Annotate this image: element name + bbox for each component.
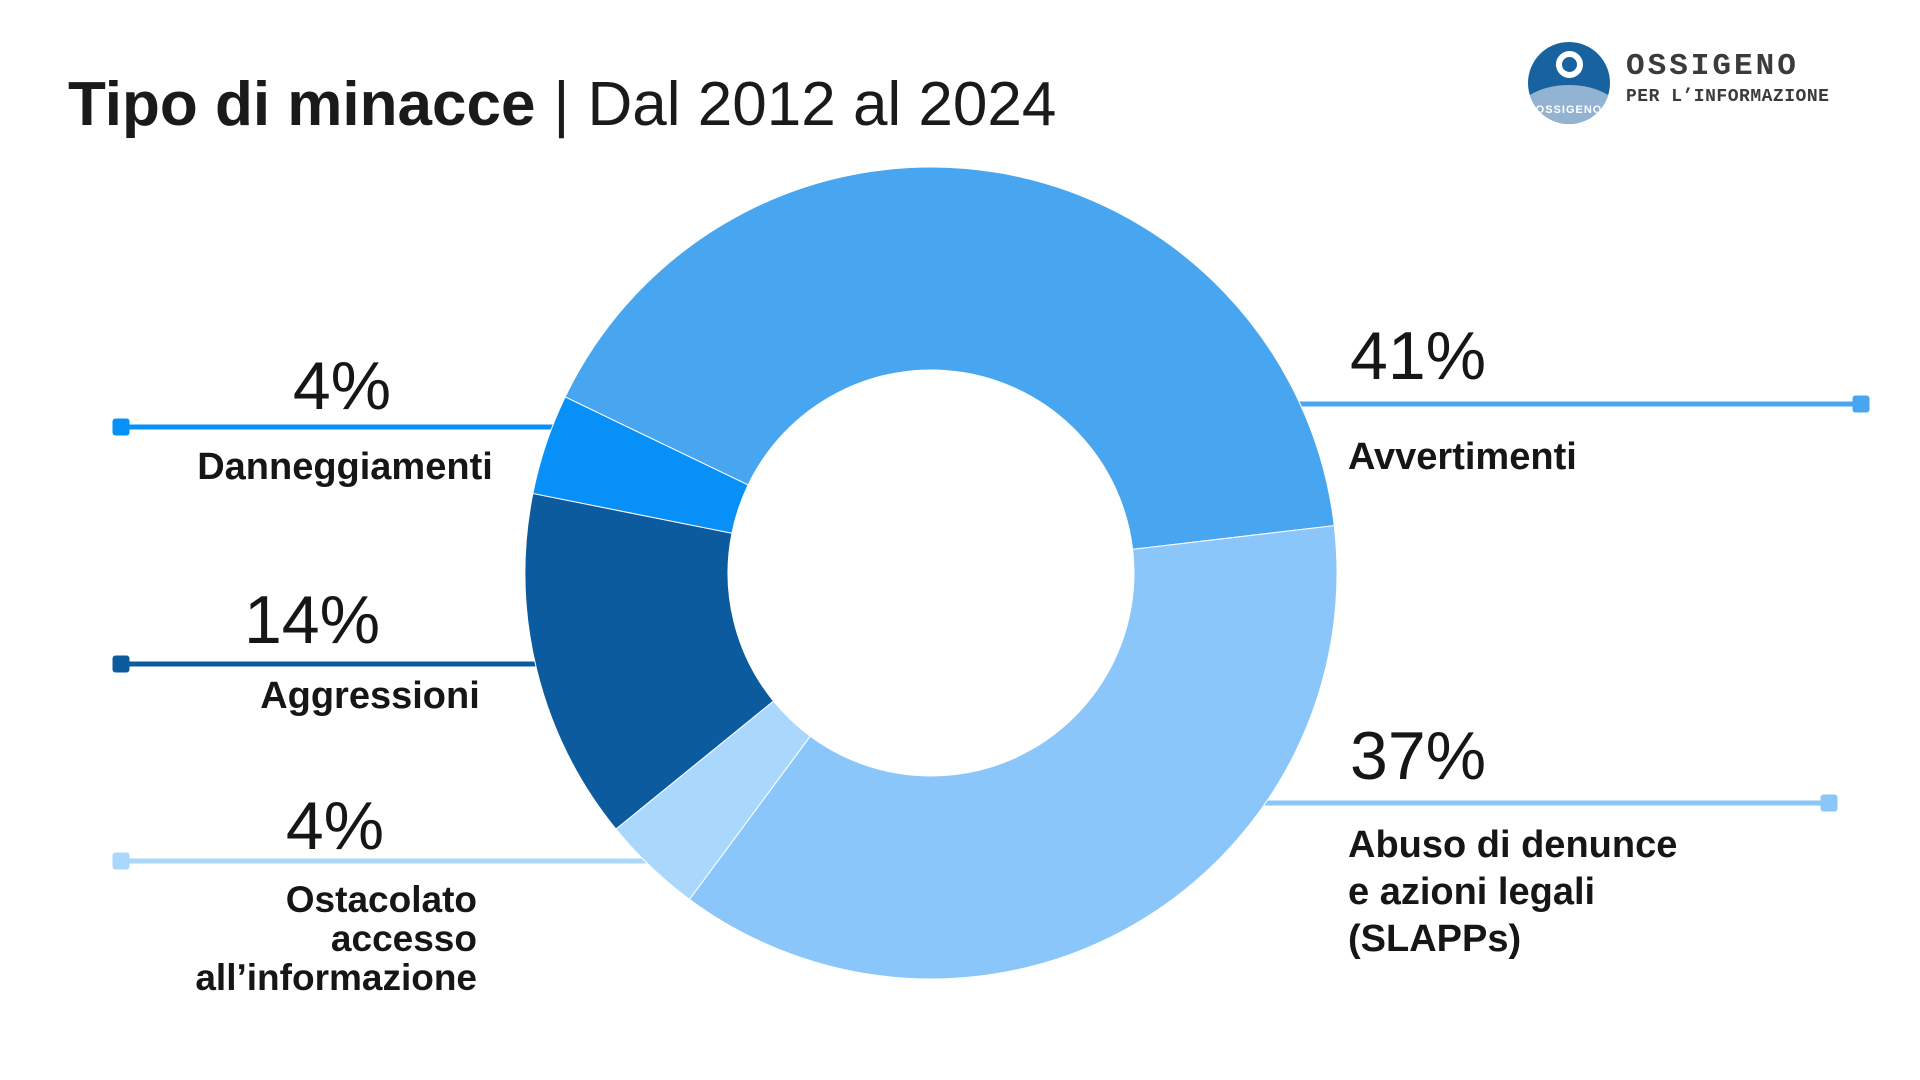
- leader-lines-layer: [112, 395, 1870, 870]
- donut-slice-abuso: [688, 525, 1338, 980]
- percent-label-avvertimenti: 41%: [1350, 318, 1487, 394]
- slice-label-abuso: Abuso di denunce e azioni legali (SLAPPs): [1348, 824, 1678, 960]
- slice-label-danneggiamenti: Danneggiamenti: [197, 446, 493, 488]
- slice-label-avvertimenti: Avvertimenti: [1348, 436, 1577, 478]
- logo-wordmark-line1: OSSIGENO: [1626, 49, 1799, 84]
- logo-wordmark-line2: PER L’INFORMAZIONE: [1626, 87, 1830, 108]
- leader-marker-aggressioni: [112, 655, 130, 673]
- slice-label-aggressioni: Aggressioni: [260, 675, 480, 717]
- donut-slice-aggressioni: [524, 492, 775, 830]
- ossigeno-logo: OSSIGENO OSSIGENO PER L’INFORMAZIONE: [1528, 42, 1829, 124]
- title-separator: |: [553, 70, 570, 139]
- title-subtitle: Dal 2012 al 2024: [587, 70, 1057, 139]
- slices-layer: [524, 166, 1338, 980]
- percent-label-aggressioni: 14%: [243, 582, 381, 658]
- donut-slice-danneggiamenti: [532, 396, 749, 534]
- percent-label-abuso: 37%: [1350, 718, 1487, 794]
- leader-marker-abuso: [1820, 794, 1838, 812]
- logo-circle-label: OSSIGENO: [1535, 104, 1603, 116]
- logo-o-ring-icon: [1556, 51, 1583, 78]
- donut-slice-avvertimenti: [564, 166, 1335, 550]
- percent-label-ostacolato: 4%: [285, 788, 385, 864]
- leader-marker-danneggiamenti: [112, 418, 130, 436]
- page-title: Tipo di minacce | Dal 2012 al 2024: [68, 74, 1056, 136]
- logo-wordmark: OSSIGENO PER L’INFORMAZIONE: [1626, 49, 1830, 109]
- slice-label-ostacolato: Ostacolato accesso all’informazione: [195, 879, 477, 998]
- leader-marker-avvertimenti: [1852, 395, 1870, 413]
- title-main: Tipo di minacce: [68, 70, 536, 139]
- ossigeno-logo-icon: OSSIGENO: [1528, 42, 1610, 124]
- leader-marker-ostacolato: [112, 852, 130, 870]
- logo-hill-shape: [1528, 84, 1610, 124]
- percent-label-danneggiamenti: 4%: [292, 348, 392, 424]
